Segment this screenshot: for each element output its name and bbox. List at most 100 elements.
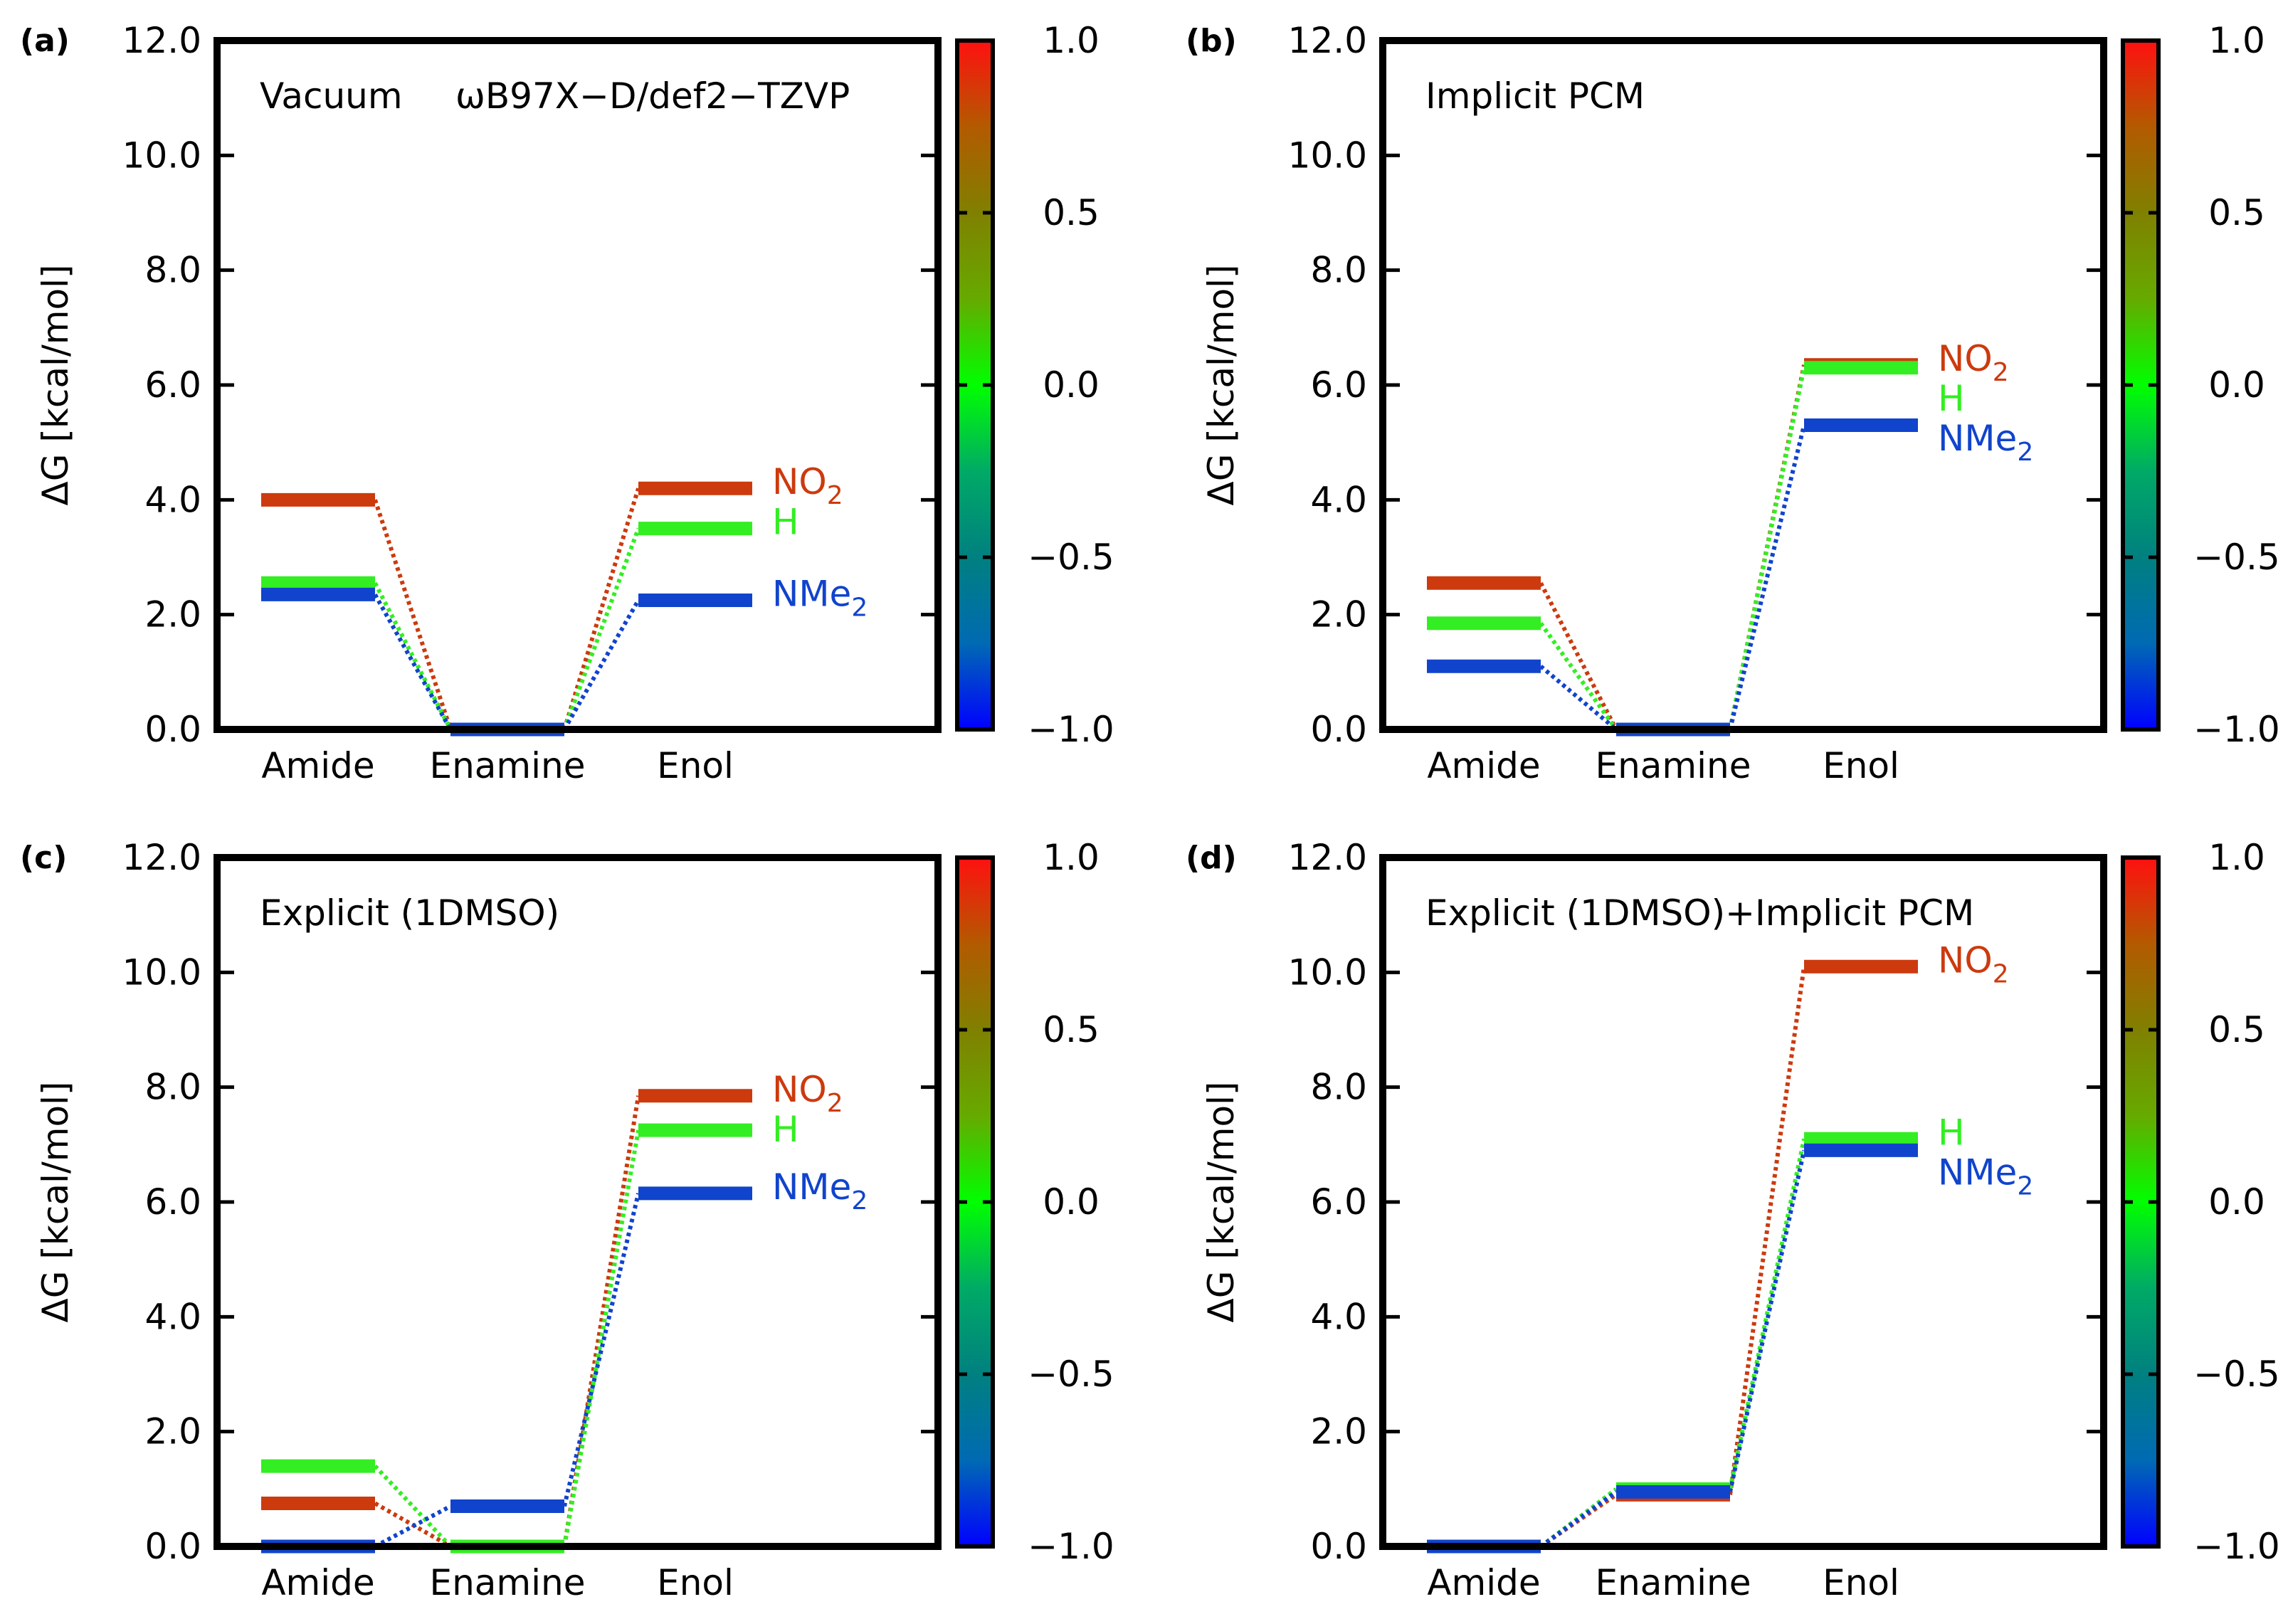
panel-label: (b) [1186, 23, 1237, 59]
y-axis-label: ΔG [kcal/mol] [35, 1082, 76, 1323]
y-tick-label: 12.0 [1288, 20, 1367, 61]
y-axis-label: ΔG [kcal/mol] [1201, 265, 1242, 506]
y-axis-label: ΔG [kcal/mol] [1201, 1082, 1242, 1323]
connector-nme2 [1539, 1489, 1618, 1549]
panel-title: Explicit (1DMSO) [260, 892, 559, 934]
x-category-label: Enol [657, 745, 734, 786]
series-label-nme2: NMe2 [772, 1166, 868, 1216]
series-label-text: H [1938, 1112, 1965, 1153]
y-tick-label: 12.0 [122, 837, 201, 878]
y-tick-label: 2.0 [144, 594, 201, 636]
energy-levels [1427, 959, 1918, 1554]
y-axis-label: ΔG [kcal/mol] [35, 265, 76, 506]
connector-h [562, 1129, 640, 1547]
series-label-text: NO [772, 1069, 827, 1110]
energy-levels [261, 481, 752, 737]
colorbar-tick-label: 0.0 [2208, 364, 2265, 406]
y-tick-label: 4.0 [144, 479, 201, 520]
series-label-text: NMe [772, 574, 851, 615]
y-tick-label: 10.0 [122, 951, 201, 993]
colorbar-tick-label: 0.5 [2208, 1009, 2265, 1050]
y-tick-label: 6.0 [1310, 1181, 1367, 1223]
panel-label: (c) [20, 840, 67, 876]
energy-levels [261, 1089, 752, 1554]
y-tick-label: 0.0 [1310, 709, 1367, 750]
colorbar-tick-label: 1.0 [1043, 20, 1100, 61]
colorbar-tick-label: −0.5 [1028, 1354, 1114, 1395]
series-label-no2: NO2 [772, 461, 843, 510]
connector-h [1728, 1138, 1806, 1489]
series-label-text: NO [1938, 338, 1993, 379]
x-category-label: Enol [1823, 745, 1899, 786]
y-tick-label: 4.0 [1310, 1296, 1367, 1337]
series-label-subscript: 2 [827, 1089, 843, 1118]
plot-frame [1379, 37, 2107, 733]
x-category-label: Enamine [1596, 745, 1751, 786]
series-label-subscript: 2 [2017, 438, 2033, 467]
panel-title: Explicit (1DMSO)+Implicit PCM [1425, 892, 1974, 934]
series-label-no2: NO2 [1938, 939, 2009, 988]
connector-no2 [1539, 581, 1618, 731]
connector-nme2 [562, 599, 640, 731]
colorbar-tick-label: 1.0 [2208, 837, 2265, 878]
series-label-subscript: 2 [851, 594, 868, 623]
colorbar-tick-label: 1.0 [2208, 20, 2265, 61]
method-label: ωB97X−D/def2−TZVP [455, 75, 850, 117]
colorbar-tick-label: −0.5 [1028, 537, 1114, 578]
series-label-nme2: NMe2 [772, 574, 868, 623]
series-label-nme2: NMe2 [1938, 1151, 2033, 1201]
y-tick-label: 2.0 [144, 1411, 201, 1452]
series-label-text: NMe [1938, 418, 2017, 459]
connector-h [562, 527, 640, 731]
series-label-text: NMe [772, 1166, 851, 1208]
panel-label: (a) [20, 23, 70, 59]
y-tick-label: 8.0 [1310, 1067, 1367, 1108]
x-category-label: Amide [261, 1562, 374, 1603]
plot-frame [1379, 854, 2107, 1550]
series-label-text: H [772, 1109, 799, 1150]
series-label-no2: NO2 [772, 1069, 843, 1118]
y-tick-label: 2.0 [1310, 1411, 1367, 1452]
colorbar-tick-label: −1.0 [1028, 1526, 1114, 1567]
y-tick-label: 6.0 [1310, 364, 1367, 406]
energy-levels [1427, 358, 1918, 737]
panel-title: Vacuum [260, 75, 403, 117]
colorbar-tick-label: 0.5 [1043, 192, 1100, 233]
plot-frame [213, 37, 942, 733]
chart-panel-a: (a) 0.0 2.0 4.0 6.0 8.0 10.0 12.0 ΔG [kcal/mol] A… [20, 20, 1114, 786]
y-tick-label: 8.0 [1310, 250, 1367, 291]
y-tick-label: 10.0 [1288, 135, 1367, 176]
series-label-text: NMe [1938, 1151, 2017, 1193]
connector-no2 [562, 1095, 640, 1547]
x-category-label: Amide [1427, 745, 1540, 786]
colorbar-tick-label: −1.0 [2193, 1526, 2279, 1567]
y-tick-label: 10.0 [1288, 951, 1367, 993]
x-category-label: Enamine [430, 745, 586, 786]
x-category-label: Enol [1823, 1562, 1899, 1603]
x-category-label: Enamine [430, 1562, 586, 1603]
series-label-subscript: 2 [1993, 959, 2009, 988]
series-label-text: H [772, 502, 799, 543]
connector-h [373, 581, 453, 731]
chart-panel-b: (b) 0.0 2.0 4.0 6.0 8.0 10.0 12.0 ΔG [kcal/mol] A… [1186, 20, 2280, 786]
series-label-subscript: 2 [827, 481, 843, 510]
series-label-h: H [1938, 1112, 1965, 1153]
series-label-h: H [772, 502, 799, 543]
panel-label: (d) [1186, 840, 1237, 876]
connector-nme2 [374, 1504, 452, 1549]
series-label-h: H [772, 1109, 799, 1150]
colorbar-tick-label: 0.0 [1043, 1181, 1100, 1223]
connector-nme2 [373, 593, 453, 731]
connector-h [373, 1465, 453, 1549]
series-label-nme2: NMe2 [1938, 418, 2033, 467]
colorbar-tick-label: −0.5 [2193, 1354, 2279, 1395]
connector-h [1728, 367, 1806, 730]
series-label-text: NO [1938, 939, 1993, 981]
y-tick-label: 0.0 [144, 1526, 201, 1567]
connector-h [1539, 622, 1618, 731]
connector-no2 [1728, 966, 1806, 1495]
y-tick-label: 8.0 [144, 1067, 201, 1108]
colorbar-tick-label: 0.0 [1043, 364, 1100, 406]
connector-nme2 [1728, 1149, 1806, 1493]
